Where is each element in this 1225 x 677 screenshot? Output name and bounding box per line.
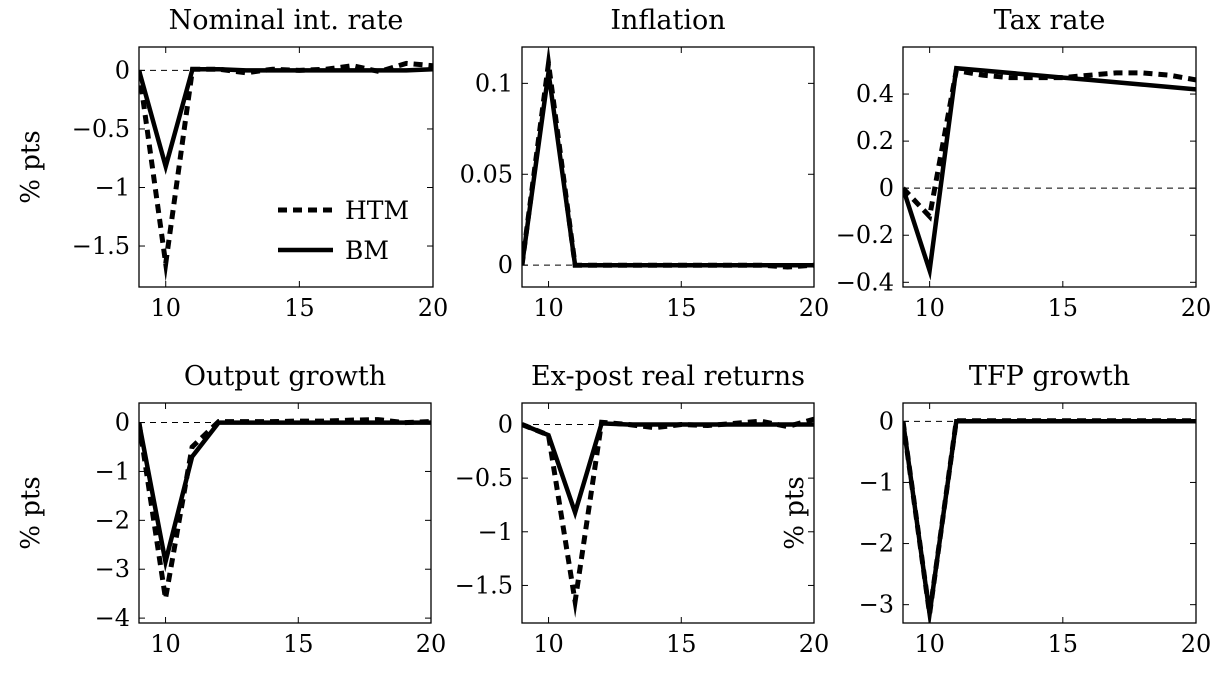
x-tick-label: 10 [150,630,181,658]
y-tick-label: −3 [95,555,130,583]
series-line-bm [903,65,1196,281]
series-line-htm [903,67,1196,222]
y-tick-label: 0 [879,407,894,435]
x-tick-label: 15 [1048,294,1079,322]
plot-frame [902,402,1197,624]
x-tick-label: 15 [283,630,314,658]
y-tick-label: 0 [498,251,513,279]
series-group [522,47,814,270]
plot-frame [521,402,815,624]
y-tick-label: 0.05 [460,160,513,188]
x-tick-label: 20 [416,630,447,658]
series-line-bm [139,66,433,175]
series-group [903,418,1196,623]
plot-frame [138,402,432,624]
series-line-htm [903,418,1196,623]
x-tick-label: 20 [799,294,830,322]
y-tick-label: −1 [859,468,894,496]
series-line-bm [139,420,431,573]
plot-frame [138,46,434,288]
x-tick-label: 20 [1181,294,1212,322]
y-tick-label: −2 [859,530,894,558]
x-tick-label: 15 [666,294,697,322]
y-tick-label: −1 [95,173,130,201]
y-tick-label: 0 [115,409,130,437]
y-tick-label: −0.2 [836,221,894,249]
plot-frame [521,46,815,288]
series-group [522,416,814,618]
y-tick-label: −0.5 [455,464,513,492]
y-tick-label: −4 [95,604,130,632]
y-tick-label: −0.4 [836,268,894,296]
chart-title: Inflation [610,5,725,36]
series-group [903,65,1196,281]
y-tick-label: 0 [879,174,894,202]
y-tick-label: 0.4 [856,80,894,108]
series-line-htm [522,47,814,270]
chart-panel-5: Ex-post real returns 10 15 20 0 −0.5 −1 −1.5 [455,361,830,658]
y-tick-label: −1.5 [72,232,130,260]
legend: HTM BM [278,196,409,265]
series-line-bm [522,56,814,268]
chart-panel-4: Output growth % pts 10 15 20 0 −1 −2 −3 −4 [16,361,446,658]
x-tick-label: 10 [914,630,945,658]
y-tick-label: 0 [115,56,130,84]
x-tick-label: 10 [533,294,564,322]
y-axis-label: % pts [16,476,46,549]
series-line-htm [139,60,433,282]
x-tick-label: 15 [666,630,697,658]
chart-title: Output growth [184,361,386,392]
y-tick-label: 0.1 [475,69,513,97]
legend-label-bm: BM [345,236,389,265]
chart-title: TFP growth [969,361,1130,392]
series-line-htm [139,417,431,615]
y-tick-label: −1 [95,457,130,485]
y-tick-label: 0.2 [856,127,894,155]
chart-panel-6: TFP growth % pts 10 15 20 0 −1 −2 −3 [780,361,1211,658]
x-tick-label: 20 [1181,630,1212,658]
legend-label-htm: HTM [345,196,409,225]
chart-title: Ex-post real returns [531,361,805,392]
chart-panel-3: Tax rate 10 15 20 −0.4 −0.2 0 0.2 0.4 [836,5,1212,322]
y-tick-label: −1.5 [455,571,513,599]
x-tick-label: 20 [418,294,449,322]
x-tick-label: 10 [914,294,945,322]
chart-title: Nominal int. rate [169,5,404,36]
y-tick-label: −3 [859,591,894,619]
x-tick-label: 15 [284,294,315,322]
y-tick-label: −1 [478,518,513,546]
plot-frame [902,46,1197,288]
y-tick-label: 0 [498,410,513,438]
x-tick-label: 10 [150,294,181,322]
x-tick-label: 10 [533,630,564,658]
chart-title: Tax rate [994,5,1106,36]
x-tick-label: 15 [1048,630,1079,658]
series-line-bm [522,421,814,520]
chart-panel-2: Inflation 10 15 20 0 0.05 0.1 [460,5,830,322]
x-tick-label: 20 [799,630,830,658]
series-line-htm [522,416,814,618]
y-axis-label: % pts [16,130,46,203]
y-axis-label: % pts [780,476,810,549]
series-group [139,417,431,615]
series-group [139,60,433,282]
chart-panel-1: Nominal int. rate % pts 10 15 20 0 −0.5 −1 −1.5 H… [16,5,448,322]
y-tick-label: −0.5 [72,115,130,143]
y-tick-label: −2 [95,506,130,534]
series-line-bm [903,419,1196,623]
